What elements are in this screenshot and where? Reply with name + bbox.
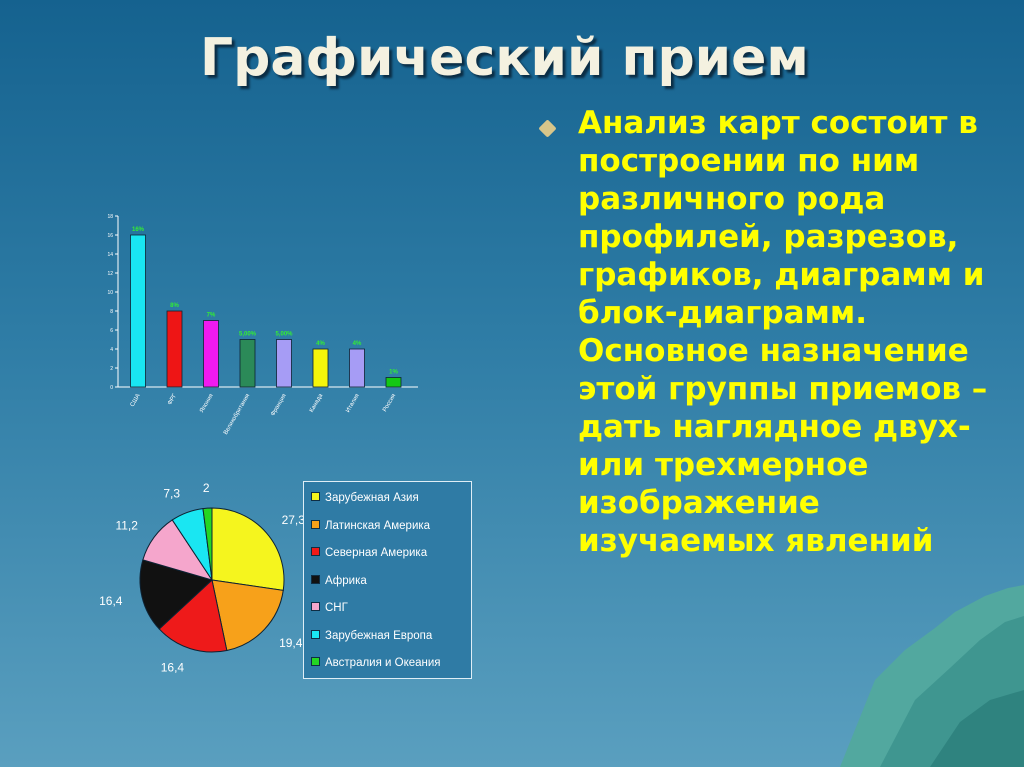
bar <box>203 320 219 388</box>
legend-label: Северная Америка <box>325 547 428 559</box>
legend-item: СНГ <box>311 602 348 618</box>
legend-item: Зарубежная Европа <box>311 630 432 646</box>
bar <box>166 310 183 388</box>
bar <box>239 339 256 388</box>
bar-data-label: 5,00% <box>275 332 293 338</box>
bullet-text: Анализ карт состоит в построении по ним … <box>578 105 988 559</box>
pie-slice <box>158 579 228 653</box>
legend-swatch <box>311 519 320 529</box>
bar <box>312 348 329 388</box>
y-tick-label: 12 <box>107 271 113 277</box>
legend-label: Африка <box>325 574 367 587</box>
bar <box>385 377 402 388</box>
y-tick-label: 14 <box>107 252 113 258</box>
y-tick-label: 0 <box>110 385 113 391</box>
bar-data-label: 16% <box>132 227 145 233</box>
pie-data-label: 27,3 <box>282 513 306 527</box>
legend-swatch <box>311 547 320 557</box>
legend-swatch <box>311 657 320 667</box>
y-tick-label: 8 <box>110 309 113 315</box>
legend-swatch <box>311 602 320 612</box>
legend-label: Зарубежная Европа <box>325 629 433 642</box>
legend-swatch <box>311 574 320 584</box>
bar-data-label: 8% <box>170 303 179 309</box>
y-tick-label: 2 <box>110 366 113 372</box>
y-tick-label: 18 <box>107 214 113 220</box>
bar-data-label: 7% <box>207 313 216 319</box>
legend-label: СНГ <box>325 602 348 614</box>
bar-data-label: 5,00% <box>239 332 257 338</box>
pie-data-label: 2 <box>203 481 210 495</box>
legend-item: Латинская Америка <box>311 520 430 536</box>
bar <box>130 234 146 388</box>
y-tick-label: 6 <box>110 328 113 334</box>
pie-data-label: 11,2 <box>115 518 138 532</box>
legend-label: Австралия и Океания <box>325 657 441 669</box>
y-tick-label: 4 <box>110 347 113 353</box>
pie-legend: Зарубежная Азия Латинская Америка Северная… <box>303 481 472 679</box>
bar-category-label: ФРГ <box>167 392 178 406</box>
pie-data-label: 19,4 <box>279 636 303 650</box>
bar-data-label: 4% <box>316 341 325 347</box>
pie-slice <box>211 579 284 652</box>
legend-item: Зарубежная Азия <box>311 492 419 508</box>
bar-data-label: 1% <box>389 370 398 376</box>
pie-slice <box>202 507 213 581</box>
y-tick-label: 16 <box>107 233 113 239</box>
y-tick-label: 10 <box>107 290 113 296</box>
bar-data-label: 4% <box>353 341 362 347</box>
pie-data-label: 16,4 <box>99 594 123 608</box>
slide-title: Графический прием <box>200 28 809 88</box>
legend-item: Африка <box>311 575 367 591</box>
legend-swatch <box>311 492 320 502</box>
legend-label: Латинская Америка <box>325 519 431 532</box>
pie-slice <box>139 559 213 630</box>
legend-item: Австралия и Океания <box>311 657 441 673</box>
pie-slice <box>211 507 285 591</box>
legend-item: Северная Америка <box>311 547 427 563</box>
legend-swatch <box>311 629 320 639</box>
bar <box>349 348 365 388</box>
bar <box>276 339 292 388</box>
pie-data-label: 16,4 <box>161 661 185 675</box>
legend-label: Зарубежная Азия <box>325 492 419 504</box>
pie-data-label: 7,3 <box>163 487 180 501</box>
